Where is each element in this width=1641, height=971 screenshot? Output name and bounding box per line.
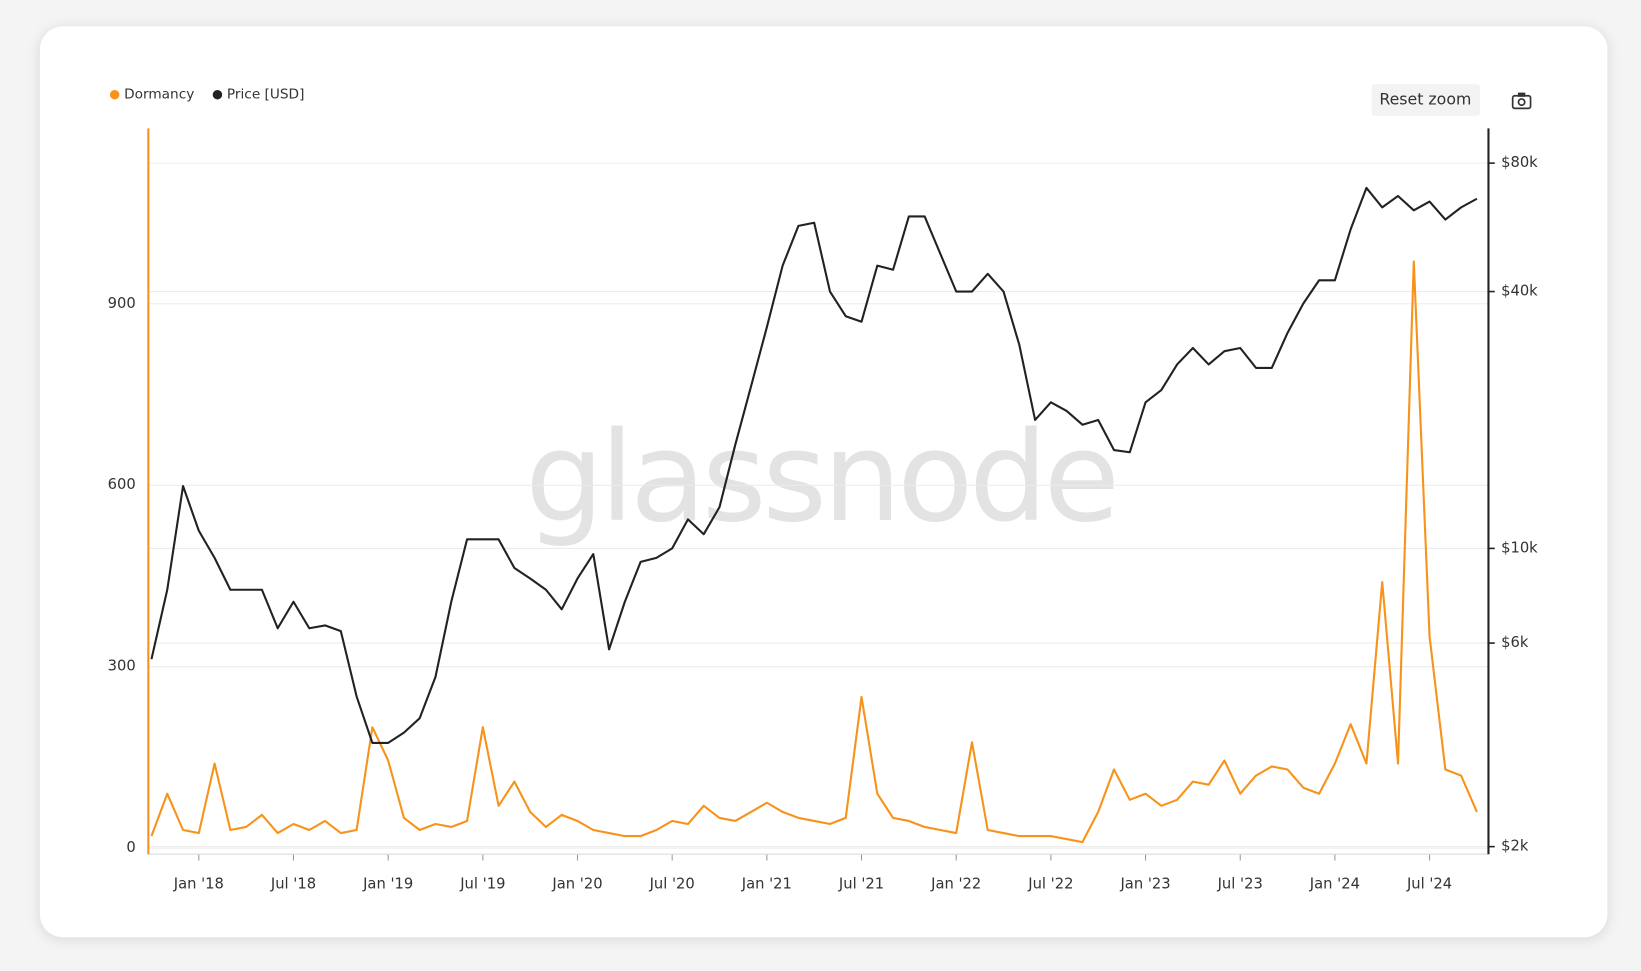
watermark: glassnode xyxy=(525,406,1116,550)
card xyxy=(39,26,1608,938)
y2-tick-label: $6k xyxy=(1501,634,1529,651)
x-tick-label: Jul '22 xyxy=(1027,876,1073,893)
grid xyxy=(148,162,1489,849)
y-tick-label: 600 xyxy=(108,476,136,493)
x-tick-label: Jul '19 xyxy=(459,876,505,893)
y2-tick-label: $80k xyxy=(1501,154,1538,171)
legend-marker xyxy=(109,89,120,100)
x-tick-label: Jan '18 xyxy=(173,876,224,893)
legend-label: Dormancy xyxy=(124,87,194,103)
legend-marker xyxy=(212,89,223,100)
legend-label: Price [USD] xyxy=(227,87,304,103)
camera-icon[interactable] xyxy=(1511,92,1532,110)
plot xyxy=(150,186,1478,844)
x-tick-label: Jul '24 xyxy=(1406,876,1452,893)
x-tick-label: Jul '18 xyxy=(270,876,316,893)
y2-tick-label: $10k xyxy=(1501,539,1538,556)
reset-zoom-button[interactable] xyxy=(1371,84,1481,116)
x-tick-label: Jul '23 xyxy=(1217,876,1263,893)
x-tick-label: Jul '20 xyxy=(649,876,695,893)
x-tick-label: Jan '19 xyxy=(362,876,413,893)
reset-zoom-label[interactable]: Reset zoom xyxy=(1379,89,1471,108)
x-tick-label: Jul '21 xyxy=(838,876,884,893)
series-line xyxy=(150,260,1478,844)
x-tick-label: Jan '20 xyxy=(551,876,602,893)
x-tick-label: Jan '22 xyxy=(930,876,981,893)
x-tick-label: Jan '24 xyxy=(1309,876,1360,893)
series-line xyxy=(150,186,1478,744)
y-tick-label: 900 xyxy=(108,295,136,312)
y-tick-label: 300 xyxy=(108,658,136,675)
y2-tick-label: $40k xyxy=(1501,283,1538,300)
x-tick-label: Jan '21 xyxy=(741,876,792,893)
y2-tick-label: $2k xyxy=(1501,838,1529,855)
x-tick-label: Jan '23 xyxy=(1119,876,1170,893)
y-tick-label: 0 xyxy=(126,839,135,856)
